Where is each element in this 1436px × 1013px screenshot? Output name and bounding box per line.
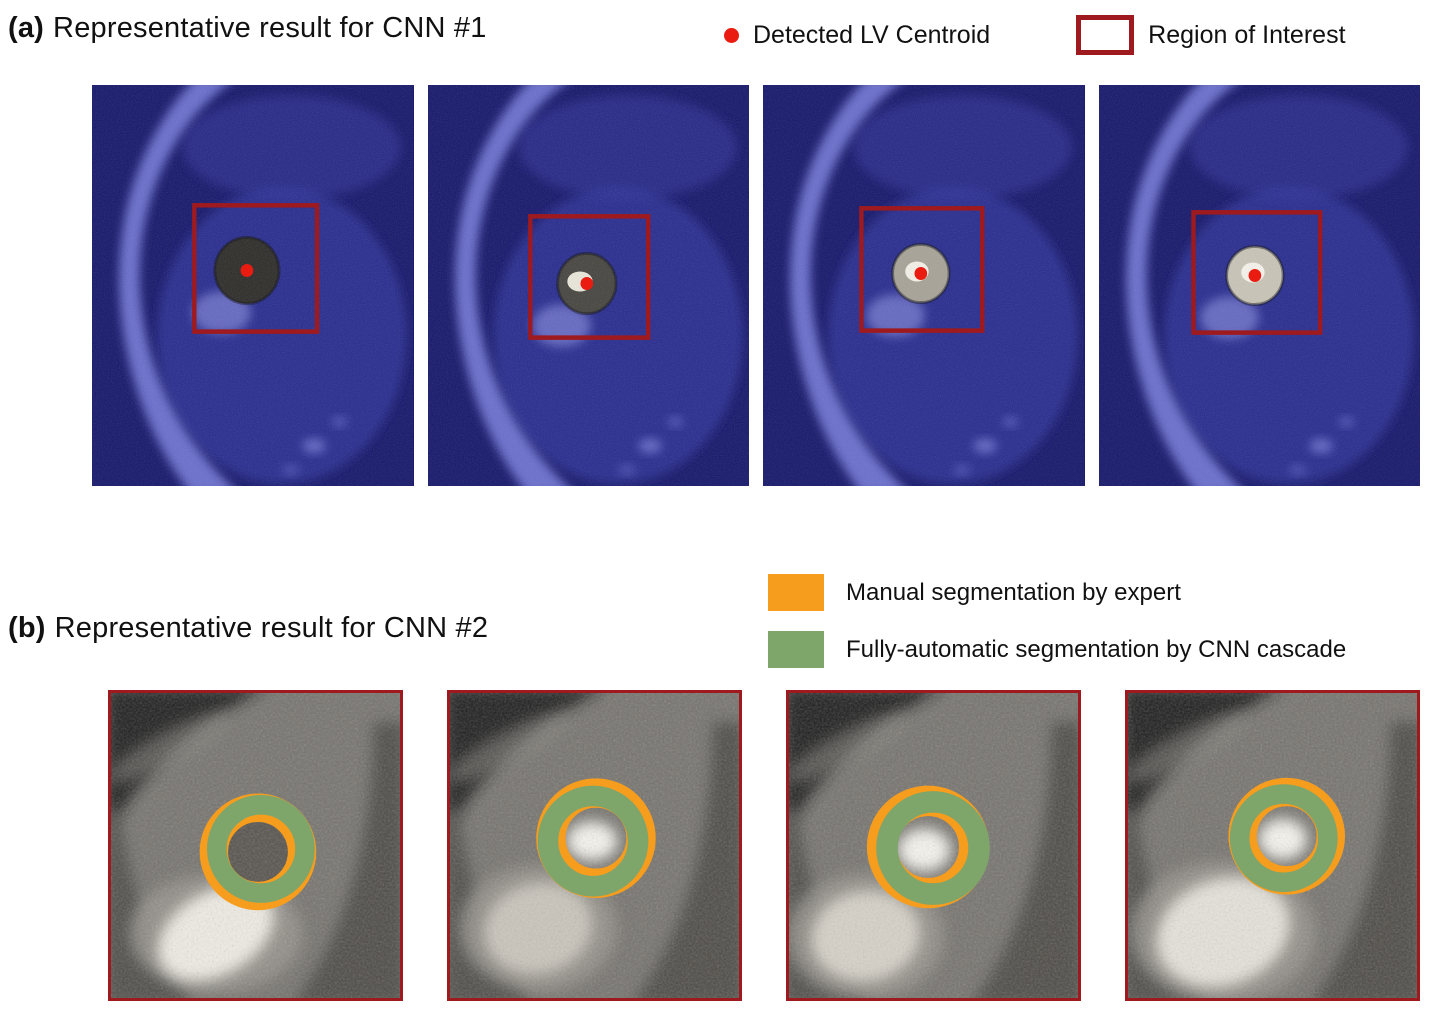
auto-segmentation-label: Fully-automatic segmentation by CNN casc… — [846, 635, 1347, 663]
panel-b-frame-3 — [786, 690, 1081, 1001]
panel-a-label: (a) — [8, 12, 45, 44]
mri-slice-blue — [427, 85, 749, 486]
roi-rectangle — [192, 203, 320, 334]
mri-slice-blue — [92, 85, 414, 486]
lv-centroid-dot — [914, 266, 928, 280]
mri-roi-crop — [111, 693, 400, 998]
mri-roi-crop — [450, 693, 739, 998]
roi-rectangle — [859, 206, 985, 333]
roi-rectangle — [1190, 210, 1322, 335]
lv-centroid-dot — [1248, 268, 1261, 282]
panel-a-frame-4 — [1098, 85, 1420, 486]
panel-a-frame-1 — [92, 85, 414, 486]
mri-slice-blue — [763, 85, 1085, 486]
roi-rectangle — [527, 214, 650, 340]
mri-roi-crop — [789, 693, 1078, 998]
panel-a-frames — [92, 85, 1420, 486]
panel-a-header: (a) Representative result for CNN #1 — [8, 12, 487, 45]
centroid-dot-icon — [724, 27, 739, 43]
lv-centroid-dot — [579, 276, 593, 291]
auto-segmentation-ring — [876, 791, 990, 905]
panel-b-label: (b) — [8, 612, 46, 644]
panel-b-frame-4 — [1125, 690, 1420, 1001]
panel-a-frame-2 — [427, 85, 749, 486]
panel-b-header: (b) Representative result for CNN #2 — [8, 612, 488, 645]
panel-b-frames — [108, 690, 1420, 1001]
panel-b-frame-2 — [447, 690, 742, 1001]
panel-b-frame-1 — [108, 690, 403, 1001]
panel-b-title: Representative result for CNN #2 — [54, 612, 489, 644]
lv-centroid-dot — [240, 263, 254, 277]
roi-legend-label: Region of Interest — [1148, 20, 1346, 49]
manual-segmentation-label: Manual segmentation by expert — [846, 578, 1181, 606]
auto-segmentation-ring — [207, 794, 315, 903]
roi-box-icon — [1076, 15, 1135, 55]
mri-roi-crop — [1128, 693, 1417, 998]
panel-a-legend: Detected LV Centroid Region of Interest — [724, 12, 1346, 58]
legend-item-auto: Fully-automatic segmentation by CNN casc… — [768, 631, 1346, 668]
panel-a-frame-3 — [763, 85, 1085, 486]
panel-a-title: Representative result for CNN #1 — [53, 12, 487, 44]
auto-segmentation-swatch-icon — [768, 631, 824, 668]
panel-b-legend: Manual segmentation by expert Fully-auto… — [768, 574, 1346, 668]
auto-segmentation-ring — [1229, 784, 1338, 893]
manual-segmentation-swatch-icon — [768, 574, 824, 611]
centroid-legend-label: Detected LV Centroid — [753, 20, 991, 49]
auto-segmentation-ring — [537, 785, 649, 897]
mri-slice-blue — [1098, 85, 1420, 486]
legend-item-manual: Manual segmentation by expert — [768, 574, 1346, 611]
